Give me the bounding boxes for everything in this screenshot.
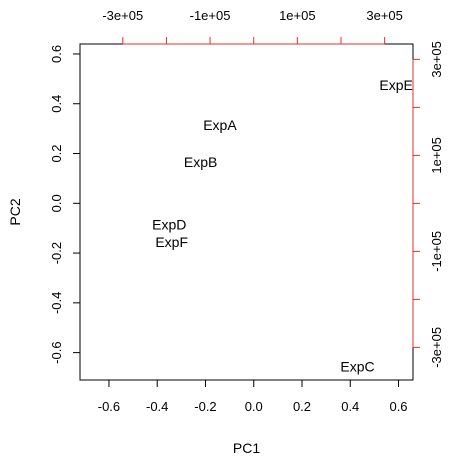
point-label: ExpD	[152, 216, 186, 232]
y-axis-title: PC2	[7, 198, 23, 225]
x-tick-label: 0.6	[389, 399, 407, 414]
right-tick-label: -1e+05	[429, 231, 444, 272]
x-tick-label: 0.4	[341, 399, 359, 414]
y-tick-label: 0.2	[49, 144, 64, 162]
x-axis-title: PC1	[233, 440, 260, 456]
point-label: ExpB	[184, 154, 217, 170]
point-labels: ExpA ExpB ExpD ExpF ExpE ExpC	[152, 77, 413, 374]
point-label: ExpA	[203, 117, 237, 133]
point-label: ExpF	[155, 234, 188, 250]
y-tick-label: -0.6	[49, 341, 64, 363]
y-tick-label: 0.6	[49, 45, 64, 63]
top-tick-label: 3e+05	[366, 8, 403, 23]
y-axis-right: -3e+05 -1e+05 1e+05 3e+05	[412, 41, 444, 368]
top-tick-label: -3e+05	[102, 8, 143, 23]
x-axis-top: -3e+05 -1e+05 1e+05 3e+05	[102, 8, 403, 45]
x-tick-label: 0.0	[245, 399, 263, 414]
x-tick-label: -0.4	[146, 399, 168, 414]
top-tick-label: -1e+05	[190, 8, 231, 23]
x-axis-bottom: -0.6 -0.4 -0.2 0.0 0.2 0.4 0.6	[98, 379, 408, 414]
x-tick-label: -0.6	[98, 399, 120, 414]
plot-frame	[79, 43, 414, 381]
y-tick-label: 0.0	[49, 194, 64, 212]
top-tick-label: 1e+05	[279, 8, 316, 23]
y-tick-label: -0.4	[49, 292, 64, 314]
y-tick-label: -0.2	[49, 242, 64, 264]
x-tick-label: -0.2	[194, 399, 216, 414]
right-tick-label: 1e+05	[429, 137, 444, 174]
point-label: ExpC	[340, 358, 374, 374]
x-tick-label: 0.2	[293, 399, 311, 414]
y-axis-left: -0.6 -0.4 -0.2 0.0 0.2 0.4 0.6	[49, 45, 81, 364]
right-tick-label: 3e+05	[429, 41, 444, 78]
point-label: ExpE	[379, 77, 412, 93]
right-tick-label: -3e+05	[429, 327, 444, 368]
y-tick-label: 0.4	[49, 95, 64, 113]
